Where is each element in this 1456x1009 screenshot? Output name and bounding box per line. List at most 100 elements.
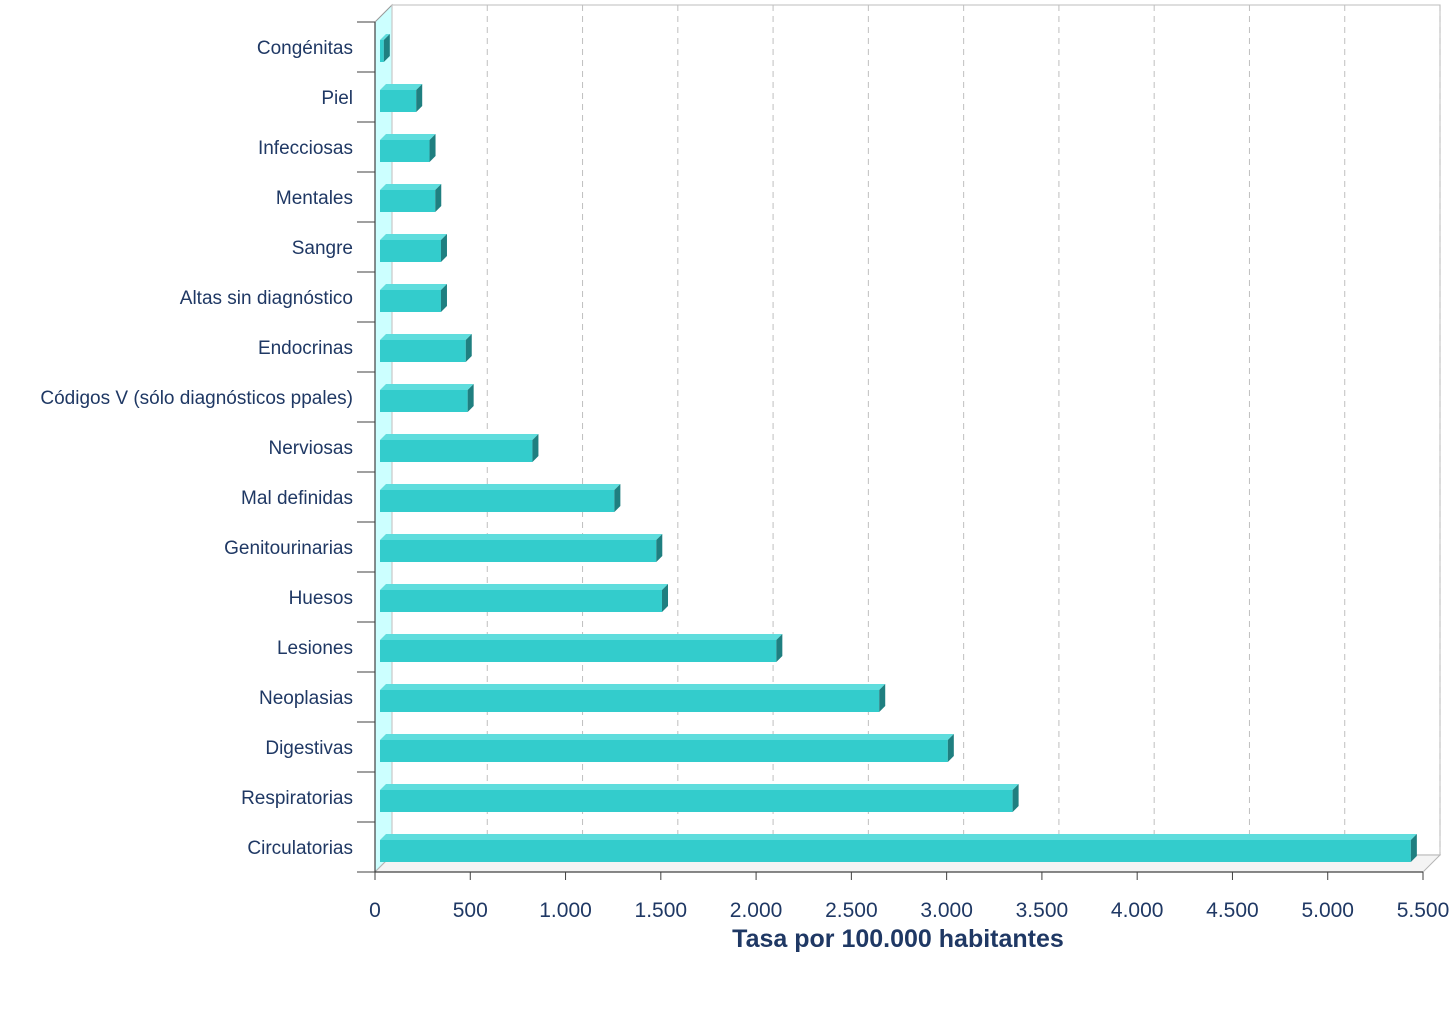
category-label: Endocrinas bbox=[258, 338, 353, 359]
x-tick-label: 2.500 bbox=[825, 899, 878, 922]
back-wall-frame bbox=[391, 4, 1441, 856]
bar-side bbox=[440, 234, 447, 262]
bar-front bbox=[380, 840, 1411, 862]
bar bbox=[380, 134, 436, 162]
x-tick-label: 2.000 bbox=[730, 899, 783, 922]
x-tick-label: 4.000 bbox=[1111, 899, 1164, 922]
bar bbox=[380, 534, 663, 562]
bar-top bbox=[380, 784, 1019, 790]
bar-side bbox=[776, 634, 783, 662]
bar bbox=[380, 584, 669, 612]
bar-side bbox=[435, 184, 442, 212]
bar-front bbox=[380, 790, 1013, 812]
category-label: Circulatorias bbox=[247, 838, 353, 859]
tick-labels: 0 500 1.000 1.500 2.000 2.500 3.000 3.500 4.000 4… bbox=[369, 899, 1449, 922]
x-tick-label: 1.500 bbox=[635, 899, 688, 922]
bar bbox=[380, 284, 447, 312]
bar-front bbox=[380, 690, 880, 712]
bar-top bbox=[380, 34, 390, 40]
bar-side bbox=[416, 84, 423, 112]
category-label: Sangre bbox=[292, 238, 353, 259]
bar-front bbox=[380, 390, 468, 412]
bar-front bbox=[380, 340, 466, 362]
bar-front bbox=[380, 740, 948, 762]
bar-top bbox=[380, 534, 663, 540]
bar-top bbox=[380, 584, 669, 590]
bar-front bbox=[380, 490, 615, 512]
bar-top bbox=[380, 484, 621, 490]
gridlines bbox=[486, 5, 1441, 855]
bar bbox=[380, 634, 783, 662]
bar-top bbox=[380, 384, 474, 390]
bar-side bbox=[1410, 834, 1417, 862]
bar bbox=[380, 684, 886, 712]
bar bbox=[380, 434, 539, 462]
bar-top bbox=[380, 184, 442, 190]
x-tick-label: 5.000 bbox=[1301, 899, 1354, 922]
bar-front bbox=[380, 440, 533, 462]
bar-front bbox=[380, 90, 417, 112]
bar-side bbox=[947, 734, 954, 762]
category-label: Genitourinarias bbox=[224, 538, 353, 559]
category-label: Digestivas bbox=[265, 738, 353, 759]
x-tick-label: 5.500 bbox=[1397, 899, 1450, 922]
axes bbox=[357, 21, 1424, 880]
bar-side bbox=[465, 334, 472, 362]
category-labels: Circulatorias Respiratorias Digestivas Neop… bbox=[40, 38, 353, 859]
bar-front bbox=[380, 540, 657, 562]
category-label: Congénitas bbox=[257, 38, 353, 59]
bar-top bbox=[380, 334, 472, 340]
bar-side bbox=[532, 434, 539, 462]
bar-side bbox=[440, 284, 447, 312]
bar-top bbox=[380, 284, 447, 290]
category-label: Nerviosas bbox=[269, 438, 353, 459]
category-label: Huesos bbox=[289, 588, 353, 609]
bar-front bbox=[380, 290, 441, 312]
category-label: Infecciosas bbox=[258, 138, 353, 159]
bar bbox=[380, 334, 472, 362]
bar-top bbox=[380, 834, 1417, 840]
bar-front bbox=[380, 240, 441, 262]
bar bbox=[380, 784, 1019, 812]
category-label: Respiratorias bbox=[241, 788, 353, 809]
category-label: Mal definidas bbox=[241, 488, 353, 509]
bar-top bbox=[380, 234, 447, 240]
bar bbox=[380, 484, 621, 512]
bar-side bbox=[879, 684, 886, 712]
bar-side bbox=[1012, 784, 1019, 812]
bar-side bbox=[614, 484, 621, 512]
bar-front bbox=[380, 640, 777, 662]
bar bbox=[380, 84, 423, 112]
x-tick-label: 3.000 bbox=[920, 899, 973, 922]
bar-top bbox=[380, 684, 886, 690]
bar bbox=[380, 734, 954, 762]
bar-front bbox=[380, 40, 384, 62]
x-tick-label: 1.000 bbox=[539, 899, 592, 922]
category-label: Altas sin diagnóstico bbox=[180, 288, 353, 309]
bar-front bbox=[380, 140, 430, 162]
category-label: Códigos V (sólo diagnósticos ppales) bbox=[40, 388, 353, 409]
bar bbox=[380, 384, 474, 412]
category-label: Mentales bbox=[276, 188, 353, 209]
bar bbox=[380, 234, 447, 262]
bar bbox=[380, 184, 442, 212]
x-tick-label: 0 bbox=[369, 899, 381, 922]
bar-top bbox=[380, 434, 539, 440]
x-tick-label: 500 bbox=[453, 899, 488, 922]
category-label: Lesiones bbox=[277, 638, 353, 659]
x-tick-label: 3.500 bbox=[1016, 899, 1069, 922]
category-label: Neoplasias bbox=[259, 688, 353, 709]
bar-top bbox=[380, 734, 954, 740]
bar-front bbox=[380, 590, 663, 612]
category-label: Piel bbox=[321, 88, 353, 109]
bar-side bbox=[429, 134, 436, 162]
bars bbox=[380, 34, 1417, 862]
bar-top bbox=[380, 134, 436, 140]
bar bbox=[380, 834, 1417, 862]
bar-front bbox=[380, 190, 436, 212]
x-axis-title: Tasa por 100.000 habitantes bbox=[732, 925, 1064, 953]
bar-side bbox=[383, 34, 390, 62]
bar-side bbox=[656, 534, 663, 562]
bar-top bbox=[380, 634, 783, 640]
